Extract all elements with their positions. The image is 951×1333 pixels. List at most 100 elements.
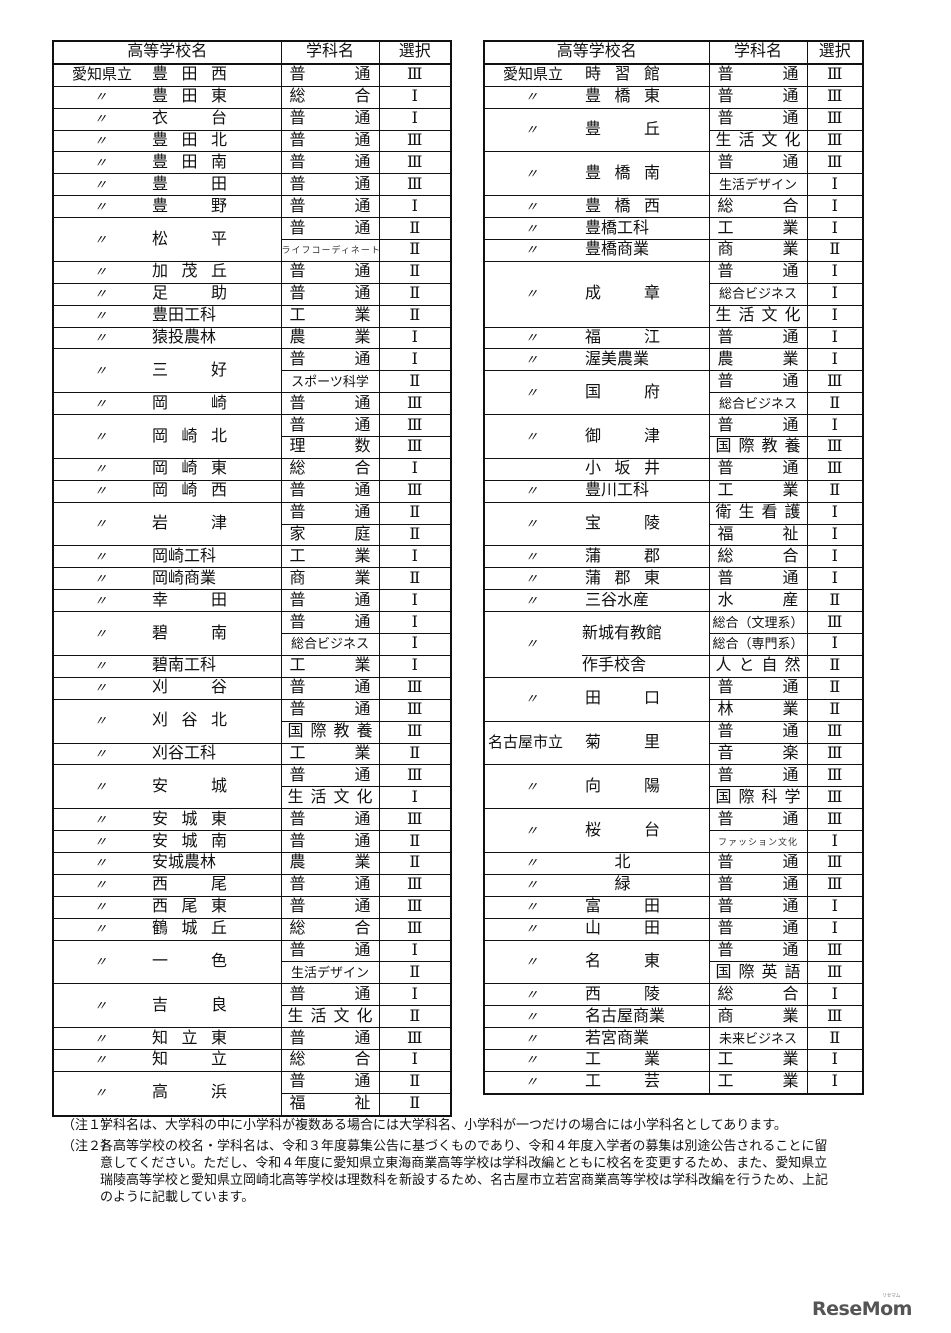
dept-cell: 普通 bbox=[280, 414, 380, 438]
ditto-mark: 〃 bbox=[94, 461, 108, 477]
selection-cell: Ⅱ bbox=[806, 1027, 864, 1050]
selection-cell: Ⅰ bbox=[806, 983, 864, 1007]
dept-cell: 普通 bbox=[708, 414, 808, 438]
table-row: 〃 安城東 普通 Ⅲ bbox=[52, 808, 452, 832]
table-row: 〃 田口 普通 Ⅱ bbox=[483, 676, 864, 722]
dept-cell: 普通 bbox=[708, 917, 808, 941]
school-name: 三好 bbox=[152, 361, 227, 379]
dept-cell: 普通 bbox=[708, 326, 808, 350]
selection-cell: Ⅲ bbox=[806, 436, 864, 459]
school-cell: 〃 安城東 bbox=[52, 808, 282, 832]
selection-cell: Ⅰ bbox=[806, 348, 864, 372]
school-name: 西尾 bbox=[152, 876, 227, 894]
table-row: 〃 衣台 普通 Ⅰ bbox=[52, 107, 452, 131]
note-text: 各高等学校の校名・学科名は、令和３年度募集公告に基づくものであり、令和４年度入学… bbox=[100, 1138, 829, 1204]
dept-cell: 普通 bbox=[280, 939, 380, 963]
ditto-mark: 〃 bbox=[525, 198, 539, 214]
selection-cell: Ⅲ bbox=[378, 129, 452, 153]
school-name: 渥美農業 bbox=[585, 350, 650, 368]
selection-cell: Ⅰ bbox=[806, 633, 864, 656]
ditto-mark: 〃 bbox=[525, 89, 539, 105]
dept-cell: 普通 bbox=[280, 63, 380, 87]
selection-cell: Ⅱ bbox=[378, 260, 452, 284]
school-name: 刈谷 bbox=[152, 679, 227, 697]
ditto-mark: 〃 bbox=[94, 953, 108, 969]
table-row: 〃 岡崎西 普通 Ⅲ bbox=[52, 479, 452, 503]
school-name: 豊田工科 bbox=[152, 307, 217, 325]
school-cell: 〃 向陽 bbox=[483, 764, 710, 810]
note-1: （注１） 学科名は、大学科の中に小学科が複数ある場合には大学科名、小学科が一つだ… bbox=[62, 1116, 832, 1133]
dept-cell: 普通 bbox=[708, 895, 808, 919]
selection-cell: Ⅱ bbox=[378, 239, 452, 262]
school-name: 西尾東 bbox=[152, 898, 227, 916]
ditto-mark: 〃 bbox=[94, 921, 108, 937]
selection-cell: Ⅰ bbox=[378, 107, 452, 131]
selection-cell: Ⅰ bbox=[806, 260, 864, 284]
table-row: 〃 蒲郡東 普通 Ⅰ bbox=[483, 567, 864, 591]
campus-name-cell: 新城有教館 bbox=[582, 611, 710, 656]
selection-cell: Ⅰ bbox=[378, 545, 452, 569]
dept-cell: 普通 bbox=[280, 479, 380, 503]
selection-cell: Ⅲ bbox=[806, 939, 864, 963]
school-cell: 〃 豊橋工科 bbox=[483, 217, 710, 241]
dept-cell: 総合 bbox=[708, 195, 808, 219]
table-row: 〃 山田 普通 Ⅰ bbox=[483, 917, 864, 941]
school-cell: 〃 刈谷 bbox=[52, 676, 282, 700]
selection-cell: Ⅰ bbox=[806, 917, 864, 941]
school-name: 豊田西 bbox=[152, 66, 227, 84]
school-name: 時習館 bbox=[585, 66, 660, 84]
table-row: 林業 Ⅱ bbox=[484, 698, 864, 722]
selection-cell: Ⅲ bbox=[378, 698, 452, 722]
school-name: 蒲郡 bbox=[585, 547, 660, 565]
ditto-mark: 〃 bbox=[94, 395, 108, 411]
school-cell: 〃 豊田南 bbox=[52, 151, 282, 175]
dept-cell: 総合 bbox=[708, 983, 808, 1007]
school-name: 碧南工科 bbox=[152, 657, 217, 675]
dept-cell: 福祉 bbox=[280, 1092, 380, 1117]
dept-cell: 普通 bbox=[708, 808, 808, 832]
table-row: 小坂井 普通 Ⅲ bbox=[483, 457, 864, 481]
school-cell: 〃 吉良 bbox=[52, 983, 282, 1029]
school-cell: 〃 豊橋商業 bbox=[483, 239, 710, 262]
school-name: 高浜 bbox=[152, 1084, 227, 1102]
school-name: 新城有教館 bbox=[582, 624, 663, 642]
school-name: 安城南 bbox=[152, 832, 227, 850]
dept-cell: 普通 bbox=[280, 260, 380, 284]
school-cell: 〃 豊川工科 bbox=[483, 479, 710, 503]
school-name: 西陵 bbox=[585, 985, 660, 1003]
dept-cell: 普通 bbox=[708, 457, 808, 481]
school-cell: 〃 成章 bbox=[483, 260, 710, 328]
school-name: 福江 bbox=[585, 329, 660, 347]
dept-cell: 国際科学 bbox=[708, 786, 808, 810]
school-name: 豊丘 bbox=[585, 121, 660, 139]
school-name: 緑 bbox=[614, 876, 631, 894]
school-name: 名東 bbox=[585, 952, 660, 970]
dept-cell: 普通 bbox=[708, 107, 808, 131]
selection-cell: Ⅱ bbox=[806, 676, 864, 700]
table-row: 〃 豊田 普通 Ⅲ bbox=[52, 173, 452, 197]
dept-cell: ライフコーディネート bbox=[280, 239, 380, 262]
selection-cell: Ⅱ bbox=[378, 961, 452, 985]
table-row: 〃 吉良 普通 Ⅰ bbox=[52, 983, 452, 1029]
school-name: 菊里 bbox=[585, 734, 660, 751]
table-row: 生活デザイン Ⅰ bbox=[484, 173, 864, 197]
selection-cell: Ⅰ bbox=[806, 195, 864, 219]
ditto-mark: 〃 bbox=[94, 231, 108, 247]
ditto-mark: 〃 bbox=[94, 428, 108, 444]
table-row: 〃 名古屋商業 商業 Ⅲ bbox=[483, 1005, 864, 1029]
school-name: 知立 bbox=[152, 1051, 227, 1069]
selection-cell: Ⅰ bbox=[806, 217, 864, 241]
dept-cell: 総合ビジネス bbox=[708, 282, 808, 306]
school-cell: 〃 岩津 bbox=[52, 501, 282, 547]
selection-cell: Ⅰ bbox=[378, 983, 452, 1007]
table-row: 〃 工芸 工業 Ⅰ bbox=[483, 1070, 864, 1095]
table-row: 〃 豊橋商業 商業 Ⅱ bbox=[483, 239, 864, 262]
table-row: 〃 向陽 普通 Ⅲ bbox=[483, 764, 864, 810]
school-cell: 〃 富田 bbox=[483, 895, 710, 919]
school-name: 加茂丘 bbox=[152, 263, 227, 281]
selection-cell: Ⅲ bbox=[378, 63, 452, 87]
table-row: 〃 蒲郡 総合 Ⅰ bbox=[483, 545, 864, 569]
school-name: 豊橋商業 bbox=[585, 241, 650, 259]
table-row: 国際教養 Ⅲ bbox=[484, 436, 864, 459]
school-cell: 〃 豊野 bbox=[52, 195, 282, 219]
